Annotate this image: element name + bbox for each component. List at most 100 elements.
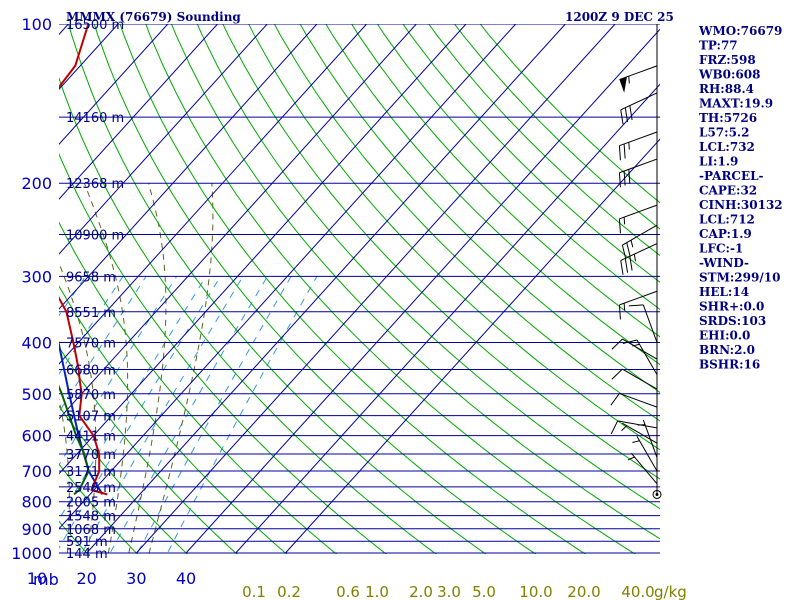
isotherm-line (59, 24, 367, 365)
stat-line: LI:1.9 (699, 155, 738, 169)
mixing-ratio-label: 0.6 (336, 583, 360, 600)
isobars (59, 24, 660, 554)
mixing-ratio-label: 5.0 (472, 583, 496, 600)
pressure-tick-label: 400 (21, 333, 52, 352)
mixing-ratio-line (59, 276, 207, 521)
isotherm-line (86, 24, 566, 554)
height-label: 9658 m (66, 270, 116, 285)
isotherm-line (59, 24, 517, 530)
dewpoint-profile-line (59, 384, 90, 496)
height-label: 144 m (66, 547, 108, 562)
pressure-tick-label: 900 (21, 520, 52, 539)
height-label: 3171 m (66, 465, 116, 480)
temperature-profile-line (59, 24, 108, 496)
wind-barb (620, 243, 658, 275)
valid-time: 1200Z 9 DEC 25 (565, 10, 674, 24)
wind-barb (627, 452, 658, 485)
height-label: 12368 m (66, 177, 124, 192)
stat-line: RH:88.4 (699, 82, 754, 96)
mixing-ratio-label: 20.0 (567, 583, 600, 600)
chart-title: MMMX (76679) Sounding (66, 10, 241, 24)
height-label: 1548 m (66, 510, 116, 525)
stat-line: HEL:14 (699, 285, 749, 299)
axis-labels: 100 200 300 400 500 600 700 800 900 1000 16500 m 14… (11, 15, 654, 600)
height-label: 2546 m (66, 481, 116, 496)
stat-line: TP:77 (699, 39, 738, 53)
moist-adiabat-line (59, 261, 97, 554)
wind-barb (618, 290, 658, 320)
mixing-ratio-line (59, 276, 221, 549)
pressure-tick-label: 700 (21, 462, 52, 481)
wind-barb (637, 419, 658, 458)
isotherm-line (59, 24, 417, 420)
mixing-ratio-label: 2.0 (409, 583, 433, 600)
mixing-ratio-line (136, 276, 292, 554)
wind-barb (618, 204, 658, 234)
stat-line: -PARCEL- (699, 169, 764, 183)
temperature-tick-label: 30 (126, 569, 146, 588)
temperature-tick-label: 40 (176, 569, 196, 588)
height-label: 8551 m (66, 306, 116, 321)
mixing-ratio-line (80, 276, 244, 554)
stat-line: BSHR:16 (699, 358, 760, 372)
height-label: 1068 m (66, 523, 116, 538)
mixing-ratio-line (59, 276, 178, 466)
moist-adiabat-line (83, 183, 129, 554)
stat-line: LFC:-1 (699, 242, 743, 256)
height-label: 10900 m (66, 229, 124, 244)
profiles (59, 24, 108, 496)
height-label: 5870 m (66, 388, 116, 403)
height-label: 5107 m (66, 410, 116, 425)
height-label: 14160 m (66, 111, 124, 126)
moist-adiabat-line (59, 397, 70, 554)
mixing-ratio-line (166, 276, 318, 554)
pressure-tick-label: 800 (21, 493, 52, 512)
pressure-tick-label: 100 (21, 15, 52, 34)
wind-barb (628, 304, 658, 343)
wind-barb (610, 392, 658, 408)
mixing-ratio-label: 3.0 (437, 583, 461, 600)
wind-barb (620, 92, 658, 125)
stat-line: TH:5726 (699, 111, 757, 125)
isotherm-line (59, 24, 318, 310)
pressure-tick-label: 300 (21, 267, 52, 286)
stat-line: STM:299/10 (699, 271, 780, 285)
stat-line: CAP:1.9 (699, 227, 752, 241)
height-label: 3770 m (66, 448, 116, 463)
stat-line: -WIND- (699, 256, 749, 270)
stat-line: CAPE:32 (699, 184, 757, 198)
stat-line: CINH:30132 (699, 198, 783, 212)
dry-adiabat-line (59, 285, 288, 554)
stat-line: MAXT:19.9 (699, 97, 773, 111)
stat-line: LCL:732 (699, 140, 755, 154)
stat-line: LCL:712 (699, 213, 755, 227)
isotherm-line (285, 138, 660, 554)
dry-adiabat-line (59, 346, 238, 554)
stability-indices: WMO:76679TP:77FRZ:598WB0:608RH:88.4MAXT:… (698, 24, 783, 372)
stat-line: WB0:608 (698, 68, 760, 82)
isotherm-line (59, 24, 169, 145)
stat-line: BRN:2.0 (699, 343, 755, 357)
pressure-tick-label: 600 (21, 427, 52, 446)
isotherm-line (59, 24, 467, 475)
wind-barb (652, 489, 662, 499)
isotherm-line (235, 83, 660, 554)
wind-barb (610, 420, 658, 435)
mixing-ratio-label: 0.2 (277, 583, 301, 600)
plot-area (59, 24, 660, 554)
wind-barb (618, 158, 658, 188)
stat-line: EHI:0.0 (699, 329, 750, 343)
moist-adiabat-line (148, 183, 214, 554)
wind-barb (619, 65, 658, 93)
stat-line: FRZ:598 (699, 53, 756, 67)
height-label: 4411 m (66, 430, 116, 445)
wind-barb (618, 131, 658, 161)
stat-line: WMO:76679 (698, 24, 782, 38)
mixing-ratio-label: 0.1 (242, 583, 266, 600)
pressure-tick-label: 500 (21, 385, 52, 404)
mixing-ratio-label: 1.0 (365, 583, 389, 600)
isotherm-line (59, 24, 268, 255)
temperature-tick-label: 10 (27, 569, 47, 588)
isotherms (59, 24, 660, 554)
wind-barb (621, 422, 658, 444)
